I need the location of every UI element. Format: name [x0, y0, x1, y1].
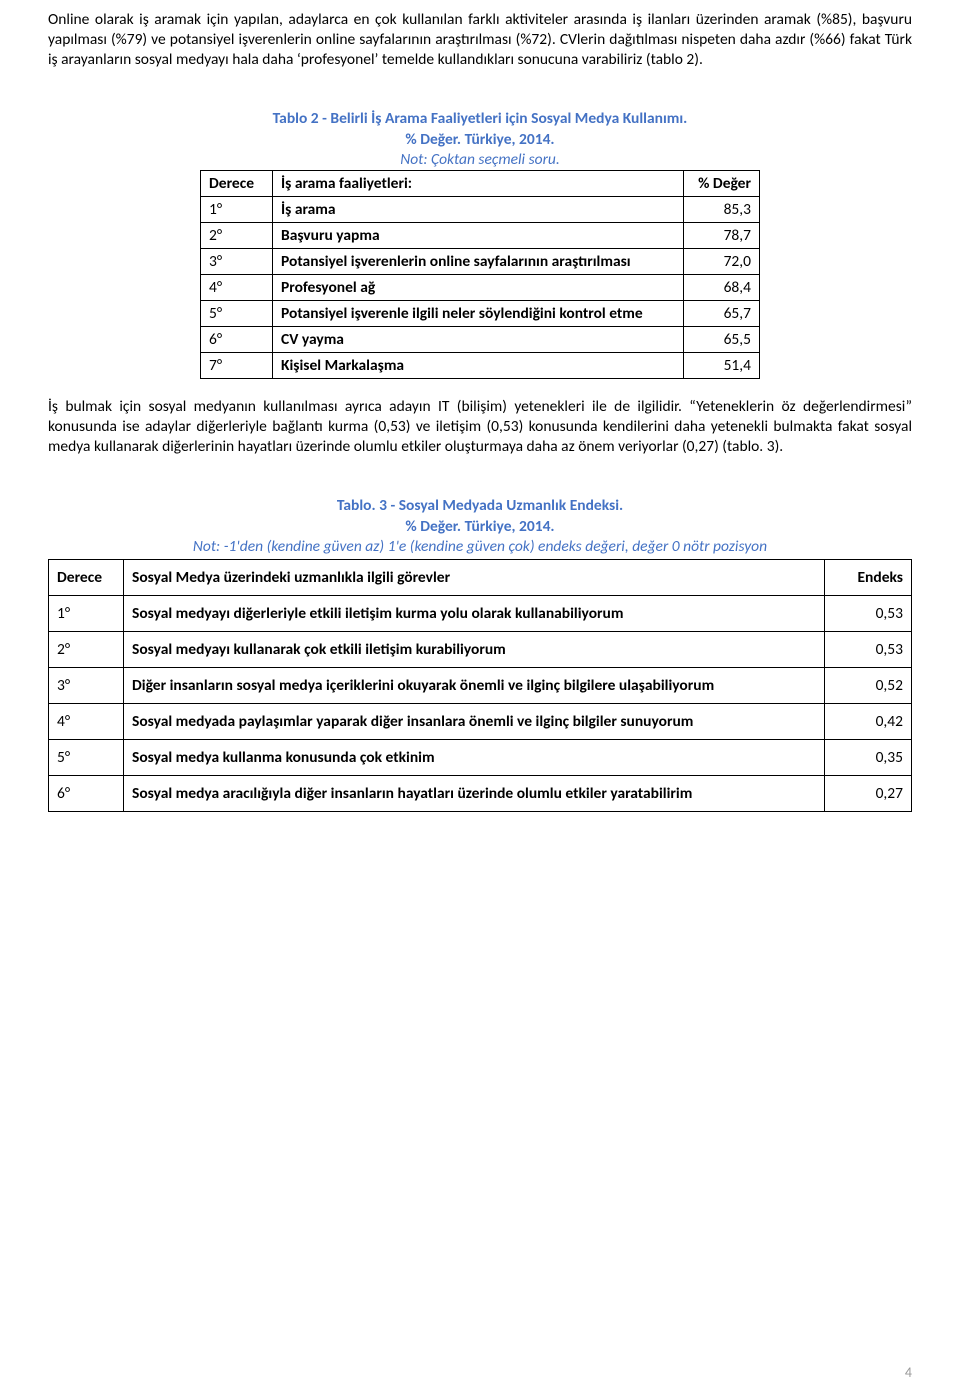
- tablo2-value: 65,7: [684, 300, 760, 326]
- table-row: 1° Sosyal medyayı diğerleriyle etkili il…: [49, 595, 912, 631]
- tablo2-value: 65,5: [684, 326, 760, 352]
- tablo2-rank: 6°: [201, 326, 273, 352]
- tablo3-task: Diğer insanların sosyal medya içerikleri…: [132, 676, 714, 695]
- page-number: 4: [905, 1364, 912, 1381]
- tablo3-rank: 1°: [49, 595, 124, 631]
- tablo3-subtitle: % Değer. Türkiye, 2014.: [48, 517, 912, 537]
- page: Online olarak iş aramak için yapılan, ad…: [0, 0, 960, 1395]
- tablo3-value: 0,52: [825, 667, 912, 703]
- tablo2-activity: CV yayma: [281, 330, 344, 349]
- table-row: 7° Kişisel Markalaşma 51,4: [201, 352, 760, 378]
- tablo2-rank: 5°: [201, 300, 273, 326]
- tablo2-header-value: % Değer: [684, 170, 760, 196]
- tablo2-note: Not: Çoktan seçmeli soru.: [200, 150, 760, 170]
- tablo2-rank: 3°: [201, 248, 273, 274]
- tablo2-table: Derece İş arama faaliyetleri: % Değer 1°…: [200, 170, 760, 379]
- table-row: 2° Sosyal medyayı kullanarak çok etkili …: [49, 631, 912, 667]
- tablo3-task: Sosyal medyayı kullanarak çok etkili ile…: [132, 640, 506, 659]
- tablo3-value: 0,53: [825, 631, 912, 667]
- table-row: 5° Potansiyel işverenle ilgili neler söy…: [201, 300, 760, 326]
- tablo3-header-row: Derece Sosyal Medya üzerindeki uzmanlıkl…: [49, 559, 912, 595]
- tablo3-rank: 5°: [49, 739, 124, 775]
- tablo3-value: 0,53: [825, 595, 912, 631]
- tablo2-value: 85,3: [684, 196, 760, 222]
- table-row: 3° Diğer insanların sosyal medya içerikl…: [49, 667, 912, 703]
- tablo2-rank: 4°: [201, 274, 273, 300]
- tablo2-value: 72,0: [684, 248, 760, 274]
- tablo3-rank: 3°: [49, 667, 124, 703]
- tablo2-activity: Potansiyel işverenle ilgili neler söylen…: [281, 304, 643, 323]
- tablo2-value: 51,4: [684, 352, 760, 378]
- tablo2-header-activity: İş arama faaliyetleri:: [273, 170, 684, 196]
- tablo3-value: 0,35: [825, 739, 912, 775]
- table-row: 6° CV yayma 65,5: [201, 326, 760, 352]
- tablo2-rank: 1°: [201, 196, 273, 222]
- table-row: 2° Başvuru yapma 78,7: [201, 222, 760, 248]
- tablo2-activity: Potansiyel işverenlerin online sayfaları…: [281, 252, 631, 271]
- tablo3-value: 0,27: [825, 775, 912, 811]
- paragraph-1: Online olarak iş aramak için yapılan, ad…: [48, 10, 912, 69]
- tablo2-rank: 2°: [201, 222, 273, 248]
- tablo2-activity: Başvuru yapma: [281, 226, 380, 245]
- table-row: 5° Sosyal medya kullanma konusunda çok e…: [49, 739, 912, 775]
- tablo2-title: Tablo 2 - Belirli İş Arama Faaliyetleri …: [200, 109, 760, 129]
- tablo3-header-task: Sosyal Medya üzerindeki uzmanlıkla ilgil…: [124, 559, 825, 595]
- tablo3-rank: 2°: [49, 631, 124, 667]
- tablo2-header-row: Derece İş arama faaliyetleri: % Değer: [201, 170, 760, 196]
- tablo2-activity: Kişisel Markalaşma: [281, 356, 404, 375]
- tablo2-value: 68,4: [684, 274, 760, 300]
- tablo2-wrap: Tablo 2 - Belirli İş Arama Faaliyetleri …: [200, 109, 760, 378]
- tablo3-task: Sosyal medyayı diğerleriyle etkili ileti…: [132, 604, 623, 623]
- tablo3-wrap: Tablo. 3 - Sosyal Medyada Uzmanlık Endek…: [48, 496, 912, 811]
- tablo2-rank: 7°: [201, 352, 273, 378]
- table-row: 4° Sosyal medyada paylaşımlar yaparak di…: [49, 703, 912, 739]
- table-row: 4° Profesyonel ağ 68,4: [201, 274, 760, 300]
- tablo2-header-rank: Derece: [201, 170, 273, 196]
- tablo3-rank: 4°: [49, 703, 124, 739]
- tablo2-activity: Profesyonel ağ: [281, 278, 375, 297]
- table-row: 3° Potansiyel işverenlerin online sayfal…: [201, 248, 760, 274]
- table-row: 6° Sosyal medya aracılığıyla diğer insan…: [49, 775, 912, 811]
- tablo2-activity: İş arama: [281, 200, 336, 219]
- tablo3-task: Sosyal medya kullanma konusunda çok etki…: [132, 748, 435, 767]
- tablo3-task: Sosyal medyada paylaşımlar yaparak diğer…: [132, 712, 693, 731]
- tablo3-header-rank: Derece: [49, 559, 124, 595]
- table-row: 1° İş arama 85,3: [201, 196, 760, 222]
- tablo2-subtitle: % Değer. Türkiye, 2014.: [200, 130, 760, 150]
- tablo3-header-value: Endeks: [825, 559, 912, 595]
- tablo3-title: Tablo. 3 - Sosyal Medyada Uzmanlık Endek…: [48, 496, 912, 516]
- paragraph-2: İş bulmak için sosyal medyanın kullanılm…: [48, 397, 912, 456]
- tablo3-rank: 6°: [49, 775, 124, 811]
- tablo3-task: Sosyal medya aracılığıyla diğer insanlar…: [132, 784, 692, 803]
- tablo3-note: Not: -1'den (kendine güven az) 1'e (kend…: [48, 537, 912, 557]
- tablo2-value: 78,7: [684, 222, 760, 248]
- tablo3-table: Derece Sosyal Medya üzerindeki uzmanlıkl…: [48, 559, 912, 812]
- tablo3-value: 0,42: [825, 703, 912, 739]
